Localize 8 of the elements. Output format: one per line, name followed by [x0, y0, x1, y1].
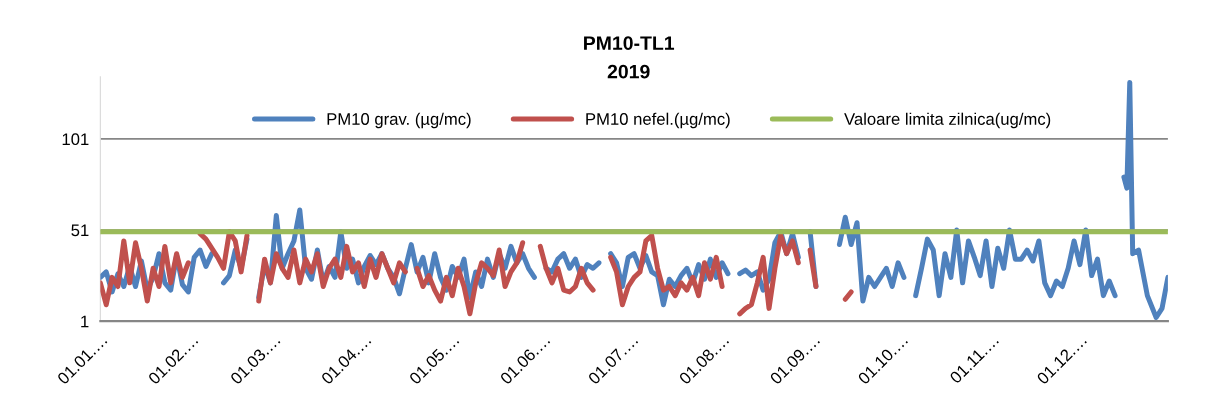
- legend-label: PM10 nefel.(µg/mc): [586, 112, 730, 129]
- y-tick-label: 101: [62, 133, 89, 146]
- legend-label: PM10 grav. (µg/mc): [327, 112, 471, 129]
- chart-title: PM10-TL1: [584, 36, 675, 50]
- y-tick-label: 51: [71, 224, 89, 237]
- legend-label: Valoare limita zilnica(ug/mc): [844, 112, 1051, 129]
- y-tick-label: 1: [81, 315, 89, 328]
- chart-subtitle: 2019: [607, 64, 650, 79]
